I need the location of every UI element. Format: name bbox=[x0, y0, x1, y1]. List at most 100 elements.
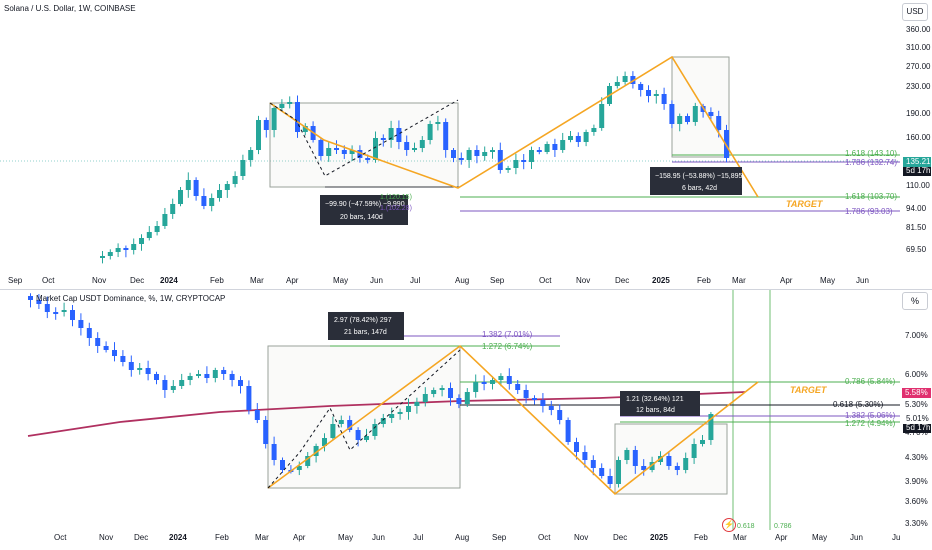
usdt-candle bbox=[128, 362, 134, 370]
sol-candle bbox=[638, 84, 644, 90]
usdt-candle bbox=[649, 462, 655, 470]
usdt-candle bbox=[196, 374, 201, 376]
bottom-x-tick-label: Sep bbox=[492, 533, 507, 542]
current-price-badge-bg bbox=[903, 157, 931, 167]
measure-3-line1: 2.97 (78.42%) 297 bbox=[334, 317, 392, 324]
bottom-fib-level-label: 1.272 (4.94%) bbox=[845, 419, 896, 428]
sol-candle bbox=[404, 142, 410, 150]
usdt-candle bbox=[229, 374, 235, 380]
top-symbol-title: Solana / U.S. Dollar, 1W, COINBASE bbox=[4, 4, 136, 13]
sol-candle bbox=[583, 132, 589, 142]
ma-value-badge: 5.58% bbox=[905, 388, 928, 397]
bottom-fib-level-label: 1.382 (7.01%) bbox=[482, 330, 533, 339]
sol-candle bbox=[622, 76, 628, 82]
pct-tick-label: 3.60% bbox=[905, 497, 928, 506]
usdt-candle bbox=[490, 380, 495, 384]
sol-candle bbox=[365, 158, 371, 160]
sol-candle bbox=[318, 140, 324, 156]
dashed-projection bbox=[269, 99, 459, 177]
measure-4-line1: 1.21 (32.64%) 121 bbox=[626, 396, 684, 403]
measure-tooltip-1-bg bbox=[320, 195, 408, 225]
currency-button[interactable]: USD bbox=[902, 3, 928, 21]
sol-candle bbox=[708, 112, 714, 116]
sol-candle bbox=[162, 214, 168, 226]
bottom-x-tick-label: Oct bbox=[54, 533, 67, 542]
usdt-candle bbox=[120, 356, 126, 362]
usdt-candle bbox=[103, 346, 109, 350]
sol-candle bbox=[170, 204, 176, 214]
sol-candle bbox=[513, 160, 519, 168]
top-x-tick-label: Feb bbox=[210, 276, 224, 285]
usdt-candle bbox=[44, 304, 50, 312]
usdt-candle bbox=[607, 476, 613, 484]
sol-candle bbox=[349, 150, 355, 154]
usdt-candle bbox=[179, 380, 185, 386]
orange-abc-pattern bbox=[269, 55, 759, 198]
sol-candle bbox=[263, 120, 269, 130]
price-tick-label: 270.00 bbox=[906, 62, 931, 71]
bottom-x-tick-label: Dec bbox=[613, 533, 627, 542]
top-x-tick-label: Feb bbox=[697, 276, 711, 285]
usdt-candle bbox=[372, 424, 378, 436]
bottom-x-tick-label: Dec bbox=[134, 533, 148, 542]
sol-candle bbox=[107, 252, 113, 256]
usdt-candle bbox=[95, 338, 101, 346]
usdt-candle bbox=[691, 444, 697, 458]
price-tick-label: 94.00 bbox=[906, 204, 927, 213]
bottom-chart-pane[interactable]: 7.00%6.00%5.30%4.70%4.30%3.90%3.60%3.30%… bbox=[0, 290, 932, 550]
usdt-candle bbox=[330, 424, 336, 438]
sol-candle bbox=[240, 160, 246, 176]
sol-candle bbox=[692, 106, 698, 122]
top-x-tick-label: Mar bbox=[732, 276, 746, 285]
top-chart-svg[interactable]: 360.00 310.00 270.00 230.00 190.00 160.00 110.… bbox=[0, 0, 932, 290]
usdt-candle bbox=[53, 312, 59, 314]
sol-candle bbox=[653, 94, 659, 96]
usdt-candle bbox=[36, 300, 42, 304]
bottom-x-tick-label: Ju bbox=[892, 533, 900, 542]
bottom-x-tick-label: Apr bbox=[293, 533, 306, 542]
usdt-candle bbox=[271, 444, 277, 460]
usdt-candle bbox=[154, 374, 159, 380]
usdt-candle bbox=[632, 450, 638, 466]
sol-candle bbox=[396, 128, 402, 142]
top-chart-pane[interactable]: 360.00 310.00 270.00 230.00 190.00 160.00 110.… bbox=[0, 0, 932, 290]
fib-time-label-0618: 0.618 bbox=[737, 523, 755, 530]
overlap-label-1: 1.(120.15) bbox=[380, 194, 412, 201]
sol-candle bbox=[575, 136, 581, 142]
usdt-candle bbox=[170, 386, 176, 390]
bottom-x-tick-label: Feb bbox=[215, 533, 229, 542]
bottom-target-label: TARGET bbox=[790, 385, 828, 395]
usdt-candle bbox=[78, 320, 84, 328]
usdt-candle bbox=[162, 380, 168, 390]
sol-candle bbox=[451, 150, 456, 158]
lightning-alert-icon[interactable]: ⚡ bbox=[722, 518, 736, 532]
usdt-candle bbox=[439, 388, 445, 390]
top-x-tick-label: May bbox=[333, 276, 348, 285]
sol-candle bbox=[256, 120, 261, 150]
percent-button[interactable]: % bbox=[902, 292, 928, 310]
bottom-x-tick-label: Jun bbox=[850, 533, 863, 542]
top-x-tick-label: Apr bbox=[286, 276, 299, 285]
usdt-candle bbox=[280, 460, 285, 470]
price-tick-label: 230.00 bbox=[906, 82, 931, 91]
sol-candle bbox=[490, 150, 495, 152]
usdt-candle bbox=[221, 370, 227, 374]
sol-candle bbox=[412, 148, 417, 150]
usdt-candle bbox=[683, 458, 689, 470]
bottom-chart-svg[interactable]: 7.00%6.00%5.30%4.70%4.30%3.90%3.60%3.30%… bbox=[0, 290, 932, 550]
top-fib-level-label: 1.618 (143.10) bbox=[845, 149, 897, 158]
usdt-candle bbox=[616, 460, 621, 484]
usdt-candle bbox=[641, 466, 647, 470]
pane-divider[interactable] bbox=[0, 289, 932, 290]
sol-candle bbox=[209, 198, 215, 206]
top-fib-level-label: 1.618 (103.70) bbox=[845, 192, 897, 201]
usdt-candle bbox=[448, 388, 453, 398]
current-price-badge: 135.21 bbox=[906, 157, 931, 166]
top-x-tick-label: Mar bbox=[250, 276, 264, 285]
sol-candle bbox=[295, 102, 300, 132]
top-x-tick-label: Dec bbox=[130, 276, 144, 285]
sol-candle bbox=[552, 144, 558, 150]
price-tick-label: 110.00 bbox=[906, 181, 930, 190]
pct-tick-label: 4.30% bbox=[905, 453, 928, 462]
usdt-candle bbox=[456, 398, 462, 404]
